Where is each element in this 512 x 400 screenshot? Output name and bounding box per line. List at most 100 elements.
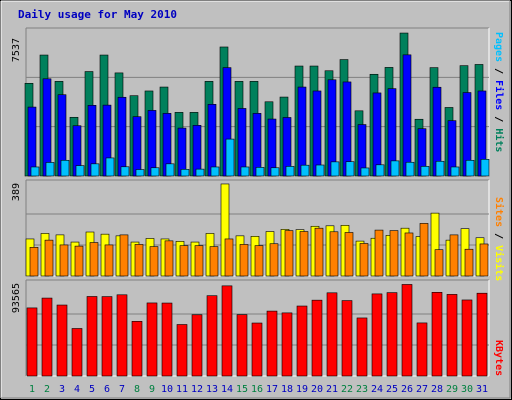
pages-bar	[405, 161, 415, 177]
pages-bar	[480, 159, 490, 177]
sites-bar	[74, 245, 84, 277]
day-label: 27	[416, 384, 428, 395]
sites-bar	[134, 244, 144, 277]
day-label: 15	[236, 384, 248, 395]
kbytes-bar	[251, 322, 263, 377]
kbytes-bar	[416, 322, 428, 377]
legend-segment: /	[493, 110, 504, 128]
kbytes-bar	[356, 317, 368, 377]
sites-bar	[179, 245, 189, 277]
day-label: 14	[221, 384, 233, 395]
pages-bar	[30, 166, 40, 177]
sites-bar	[374, 229, 384, 277]
pages-bar	[345, 161, 355, 177]
pages-bar	[390, 160, 400, 177]
files-bar	[192, 125, 202, 177]
day-label: 24	[371, 384, 383, 395]
pages-bar	[300, 164, 310, 177]
day-label: 7	[119, 384, 125, 395]
pages-bar	[210, 166, 220, 177]
kbytes-bar	[461, 299, 473, 377]
pages-bar	[105, 157, 115, 177]
files-bar	[177, 127, 187, 177]
sites-bar	[314, 227, 324, 277]
legend-segment: /	[493, 227, 504, 245]
sites-bar	[119, 234, 129, 277]
pages-bar	[135, 169, 145, 177]
files-bar	[147, 110, 157, 177]
sites-bar	[479, 243, 489, 277]
sites-bar	[44, 239, 54, 277]
files-bar	[297, 86, 307, 177]
files-bar	[27, 106, 37, 177]
kbytes-bar	[116, 294, 128, 377]
legend-label: Sites / Visits	[493, 197, 505, 281]
day-label: 30	[461, 384, 473, 395]
sites-bar	[329, 231, 339, 277]
day-label: 19	[296, 384, 308, 395]
kbytes-bar	[161, 302, 173, 377]
day-label: 10	[161, 384, 173, 395]
files-bar	[402, 54, 412, 177]
pages-bar	[420, 166, 430, 177]
usage-panel: 7537 Pages / Files / Hits	[11, 27, 505, 177]
sites-bar	[434, 249, 444, 277]
sites-bar	[194, 245, 204, 277]
files-bar	[117, 96, 127, 177]
day-label: 28	[431, 384, 443, 395]
day-label: 16	[251, 384, 263, 395]
day-label: 6	[104, 384, 110, 395]
day-label: 11	[176, 384, 188, 395]
kbytes-bar	[101, 296, 113, 377]
sites-bar	[224, 238, 234, 277]
pages-bar	[465, 159, 475, 177]
sites-bar	[269, 243, 279, 277]
kbytes-bar	[431, 292, 443, 377]
kbytes-bar	[131, 321, 143, 377]
pages-bar	[330, 161, 340, 177]
pages-bar	[240, 166, 250, 177]
files-bar	[132, 116, 142, 177]
files-bar	[252, 113, 262, 177]
kbytes-bar	[281, 312, 293, 377]
day-label: 12	[191, 384, 203, 395]
pages-bar	[60, 159, 70, 177]
kbytes-bar	[311, 299, 323, 377]
day-label: 9	[149, 384, 155, 395]
kbytes-bar	[191, 314, 203, 377]
y-max-label: 389	[11, 183, 22, 201]
sites-bar	[389, 230, 399, 277]
pages-bar	[195, 168, 205, 177]
legend-segment: KBytes	[493, 340, 504, 376]
kbytes-bar	[221, 285, 233, 377]
day-label: 1	[29, 384, 35, 395]
kbytes-bar	[41, 297, 53, 377]
sites-bar	[464, 248, 474, 277]
kbytes-bar	[476, 292, 488, 377]
legend-segment: Pages	[493, 32, 504, 62]
sites-bar	[164, 240, 174, 277]
kbytes-bar	[86, 296, 98, 377]
day-label: 22	[341, 384, 353, 395]
volume-panel: 93565 KBytes	[11, 279, 504, 377]
day-label: 20	[311, 384, 323, 395]
day-label: 2	[44, 384, 50, 395]
kbytes-bar	[326, 292, 338, 377]
kbytes-bar	[206, 295, 218, 377]
day-label: 5	[89, 384, 95, 395]
kbytes-bar	[56, 304, 68, 377]
day-label: 21	[326, 384, 338, 395]
pages-bar	[225, 138, 235, 177]
files-bar	[372, 92, 382, 177]
kbytes-bar	[71, 328, 83, 377]
pages-bar	[255, 167, 265, 177]
kbytes-bar	[446, 294, 458, 377]
day-label: 13	[206, 384, 218, 395]
sites-bar	[209, 246, 219, 277]
day-label: 29	[446, 384, 458, 395]
pages-bar	[90, 163, 100, 177]
files-bar	[237, 108, 247, 177]
day-label: 26	[401, 384, 413, 395]
kbytes-bar	[26, 307, 38, 377]
